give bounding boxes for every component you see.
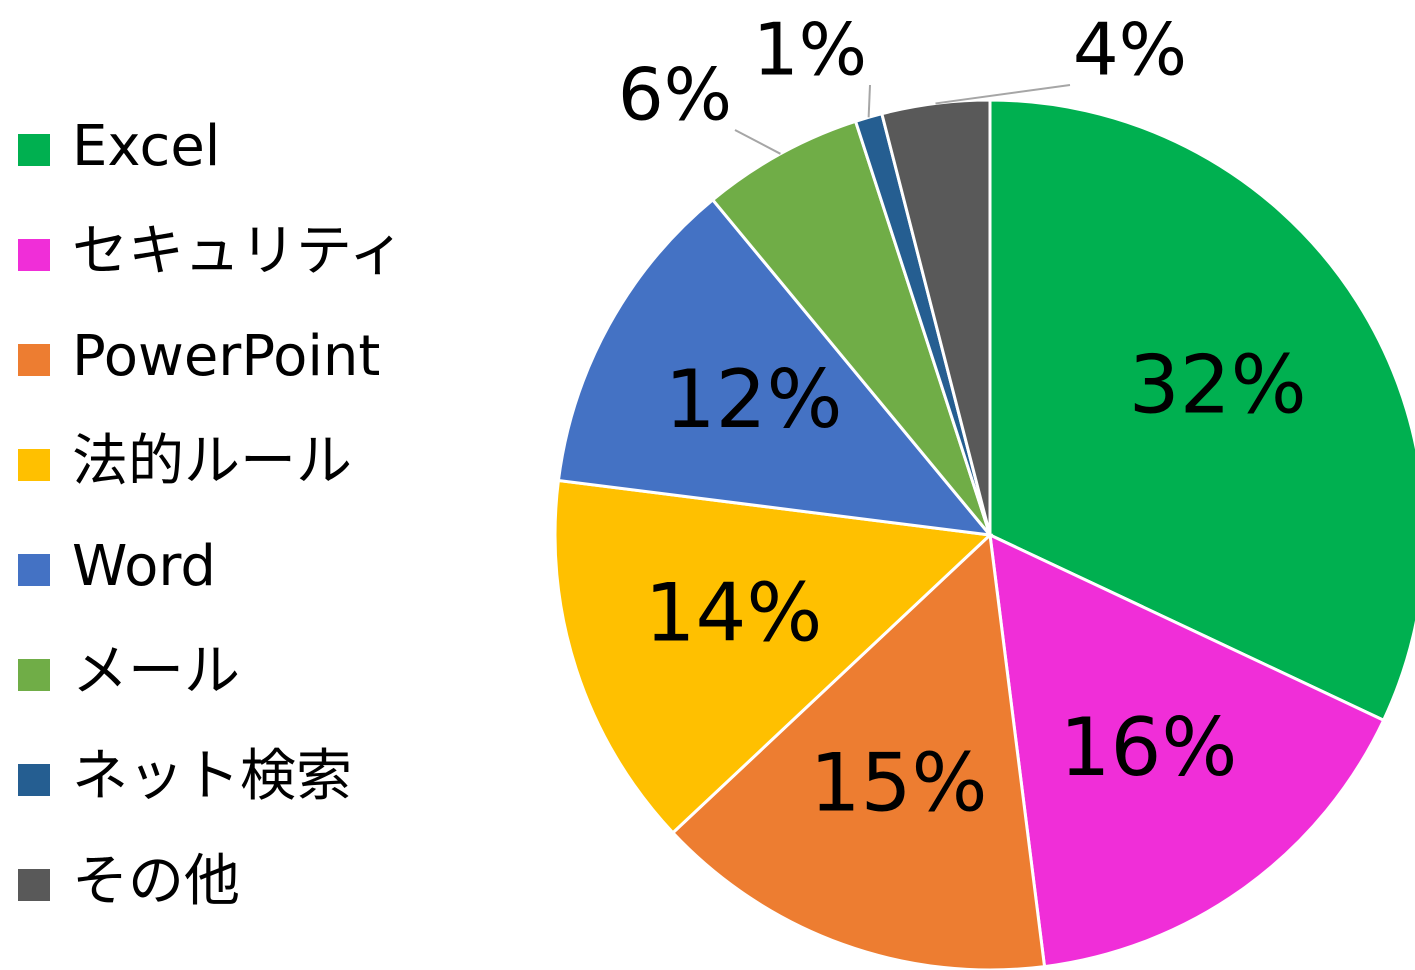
- legend-label: セキュリティ: [72, 219, 405, 284]
- legend-label: メール: [72, 639, 240, 704]
- legend-swatch: [18, 869, 50, 901]
- legend-label: Excel: [72, 114, 220, 179]
- leader-line: [867, 84, 871, 118]
- data-label: 14%: [645, 566, 823, 659]
- data-label: 4%: [1073, 8, 1187, 92]
- legend-swatch: [18, 764, 50, 796]
- legend-swatch: [18, 239, 50, 271]
- legend-label: その他: [72, 849, 240, 914]
- data-label: 32%: [1129, 338, 1307, 431]
- legend-label: ネット検索: [72, 744, 352, 809]
- data-label: 15%: [810, 737, 988, 830]
- data-label: 16%: [1060, 701, 1238, 794]
- data-label: 6%: [618, 53, 732, 137]
- pie-slice: [556, 197, 994, 537]
- pie-slice: [879, 98, 992, 536]
- pie-slice: [553, 478, 994, 835]
- leader-line: [734, 129, 781, 155]
- legend-swatch: [18, 449, 50, 481]
- legend-label: 法的ルール: [72, 429, 352, 494]
- legend-swatch: [18, 134, 50, 166]
- legend-label: Word: [72, 534, 216, 599]
- data-label: 12%: [665, 353, 843, 446]
- pie-slice: [988, 532, 1386, 969]
- pie-slice: [710, 119, 992, 536]
- legend-swatch: [18, 344, 50, 376]
- legend-swatch: [18, 659, 50, 691]
- legend-swatch: [18, 554, 50, 586]
- pie-slice: [988, 98, 1415, 723]
- data-label: 1%: [753, 8, 867, 92]
- leader-line: [935, 84, 1071, 105]
- legend-label: PowerPoint: [72, 324, 380, 389]
